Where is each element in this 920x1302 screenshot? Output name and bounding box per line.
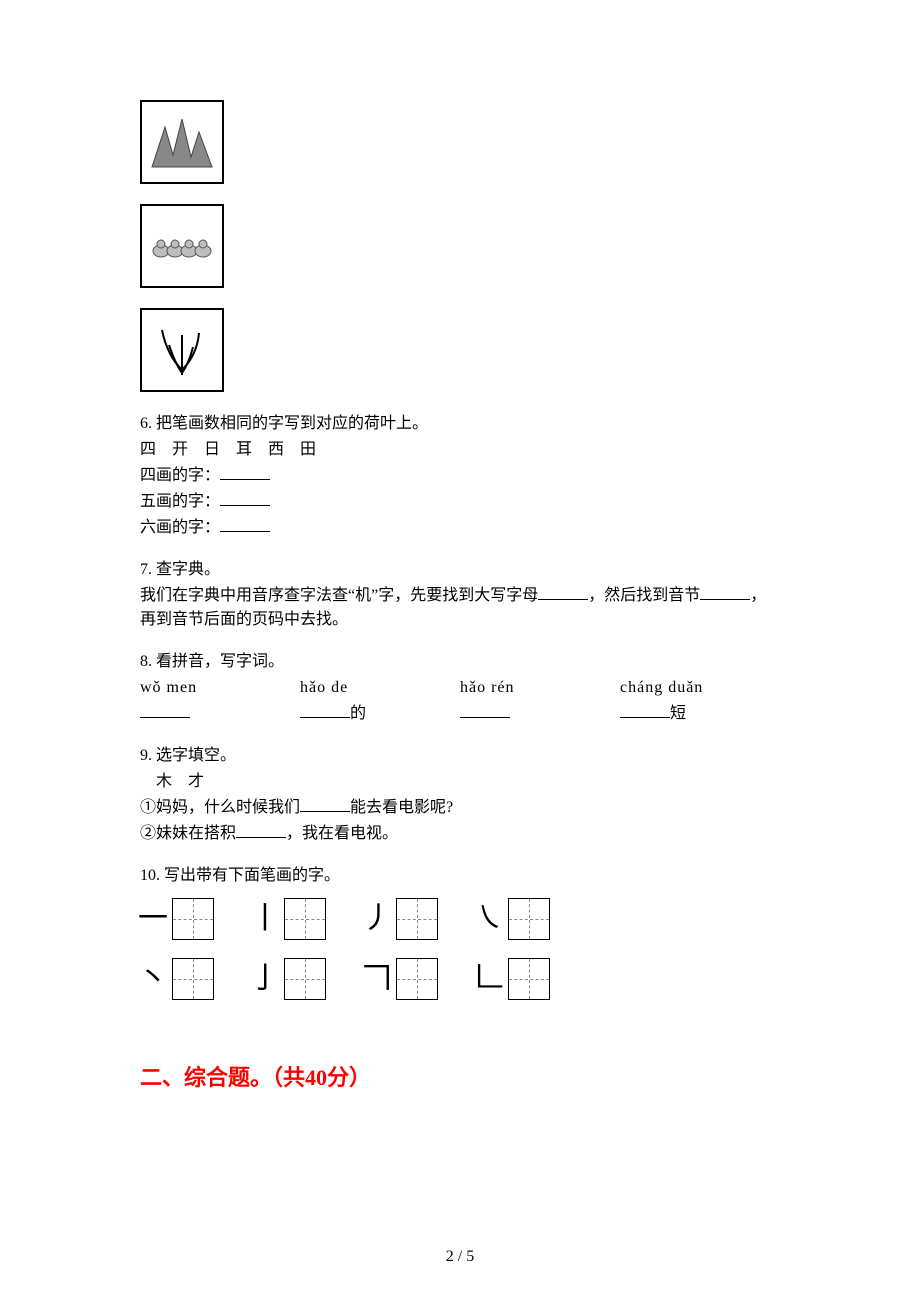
mountains-icon xyxy=(147,107,217,177)
q6-line2: 五画的字： xyxy=(140,490,780,514)
blank[interactable] xyxy=(620,703,670,718)
q7-title: 7. 查字典。 xyxy=(140,558,780,582)
stroke-item: 丿 xyxy=(364,898,438,940)
q9-line1: ①妈妈，什么时候我们能去看电影呢? xyxy=(140,796,780,820)
question-6: 6. 把笔画数相同的字写到对应的荷叶上。 四 开 日 耳 西 田 四画的字： 五… xyxy=(140,412,780,540)
stroke-item: 𠃍 xyxy=(364,958,438,1000)
q7-body: 我们在字典中用音序查字法查“机”字，先要找到大写字母，然后找到音节，再到音节后面… xyxy=(140,584,780,632)
grass-icon xyxy=(147,315,217,385)
blank[interactable] xyxy=(460,703,510,718)
q8-row: wǒ men hǎo de 的 hǎo rén cháng duǎn 短 xyxy=(140,676,780,726)
q9-line2: ②妹妹在搭积，我在看电视。 xyxy=(140,822,780,846)
q10-row2: 丶 亅 𠃍 𠃊 xyxy=(140,958,780,1000)
page: 6. 把笔画数相同的字写到对应的荷叶上。 四 开 日 耳 西 田 四画的字： 五… xyxy=(0,0,920,1302)
tian-box[interactable] xyxy=(396,898,438,940)
tian-box[interactable] xyxy=(396,958,438,1000)
q8-item-1: hǎo de 的 xyxy=(300,676,460,726)
question-9: 9. 选字填空。 木 才 ①妈妈，什么时候我们能去看电影呢? ②妹妹在搭积，我在… xyxy=(140,744,780,846)
tian-box[interactable] xyxy=(284,898,326,940)
q8-item-0: wǒ men xyxy=(140,676,300,726)
image-box-mountains xyxy=(140,100,224,184)
q9-title: 9. 选字填空。 xyxy=(140,744,780,768)
blank[interactable] xyxy=(220,517,270,532)
blank[interactable] xyxy=(538,585,588,600)
stroke-item: 亅 xyxy=(252,958,326,1000)
q9-options: 木 才 xyxy=(140,770,780,794)
blank[interactable] xyxy=(236,823,286,838)
question-7: 7. 查字典。 我们在字典中用音序查字法查“机”字，先要找到大写字母，然后找到音… xyxy=(140,558,780,632)
stroke-item: 丨 xyxy=(252,898,326,940)
page-number: 2 / 5 xyxy=(0,1248,920,1266)
stroke-item: ㇏ xyxy=(476,898,550,940)
q10-row1: 一 丨 丿 ㇏ xyxy=(140,898,780,940)
blank[interactable] xyxy=(220,491,270,506)
q10-strokes: 一 丨 丿 ㇏ 丶 亅 𠃍 𠃊 xyxy=(140,898,780,1000)
tian-box[interactable] xyxy=(508,958,550,1000)
question-8: 8. 看拼音，写字词。 wǒ men hǎo de 的 hǎo rén chán… xyxy=(140,650,780,726)
q10-title: 10. 写出带有下面笔画的字。 xyxy=(140,864,780,888)
stroke-item: 一 xyxy=(140,898,214,940)
blank[interactable] xyxy=(700,585,750,600)
q6-title: 6. 把笔画数相同的字写到对应的荷叶上。 xyxy=(140,412,780,436)
image-box-grass xyxy=(140,308,224,392)
q8-item-2: hǎo rén xyxy=(460,676,620,726)
q6-line3: 六画的字： xyxy=(140,516,780,540)
question-10: 10. 写出带有下面笔画的字。 一 丨 丿 ㇏ 丶 亅 𠃍 𠃊 xyxy=(140,864,780,1000)
blank[interactable] xyxy=(140,703,190,718)
blank[interactable] xyxy=(300,703,350,718)
q6-chars: 四 开 日 耳 西 田 xyxy=(140,438,780,462)
blank[interactable] xyxy=(220,465,270,480)
silkworms-icon xyxy=(147,211,217,281)
tian-box[interactable] xyxy=(284,958,326,1000)
q8-item-3: cháng duǎn 短 xyxy=(620,676,780,726)
tian-box[interactable] xyxy=(508,898,550,940)
image-box-silkworms xyxy=(140,204,224,288)
q8-title: 8. 看拼音，写字词。 xyxy=(140,650,780,674)
stroke-item: 丶 xyxy=(140,958,214,1000)
q6-line1: 四画的字： xyxy=(140,464,780,488)
stroke-item: 𠃊 xyxy=(476,958,550,1000)
blank[interactable] xyxy=(300,797,350,812)
tian-box[interactable] xyxy=(172,958,214,1000)
tian-box[interactable] xyxy=(172,898,214,940)
section-2-title: 二、综合题。（共40分） xyxy=(140,1060,780,1092)
